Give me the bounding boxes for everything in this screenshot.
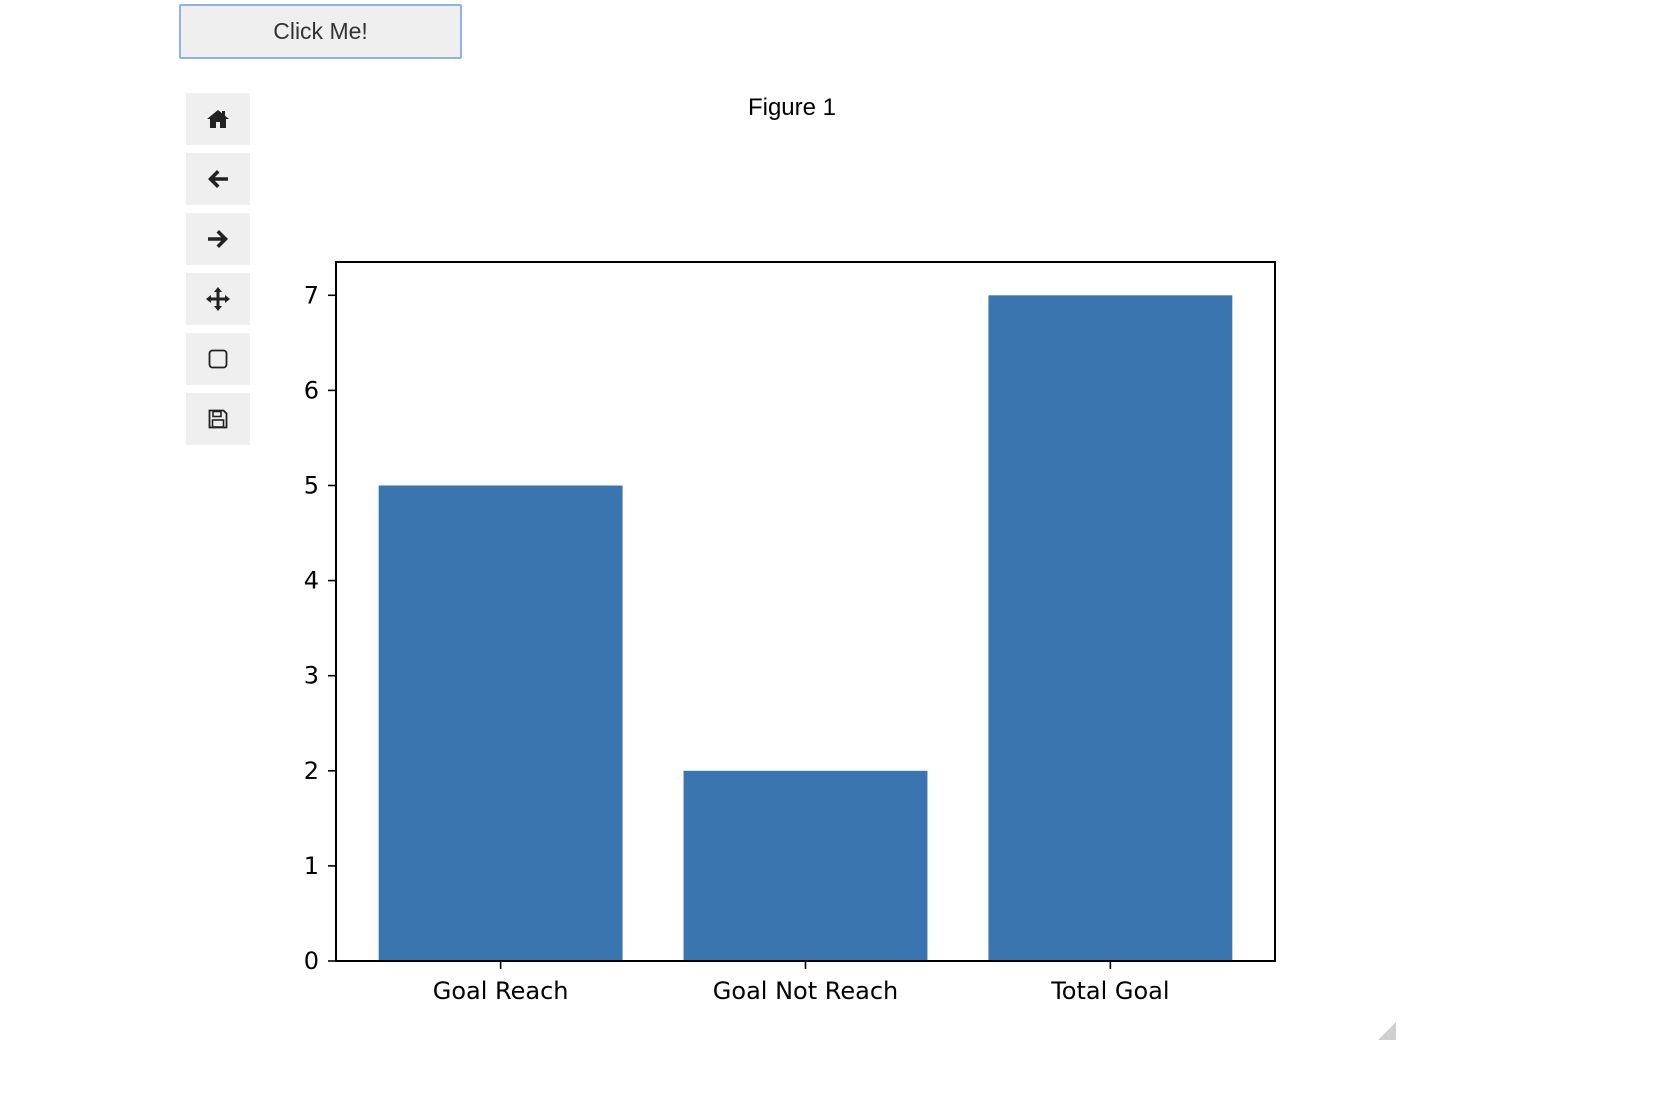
y-tick-label-2: 2 (304, 757, 319, 785)
y-tick-label-0: 0 (304, 947, 319, 975)
floppy-disk-icon (208, 409, 228, 429)
figure-title: Figure 1 (747, 94, 837, 121)
arrow-right-icon (208, 230, 228, 248)
pan-button[interactable] (186, 273, 250, 325)
home-button[interactable] (186, 93, 250, 145)
y-tick-label-1: 1 (304, 852, 319, 880)
bar-2 (988, 295, 1233, 961)
zoom-button[interactable] (186, 333, 250, 385)
bar-1 (683, 770, 928, 961)
x-tick-label-2: Total Goal (1050, 977, 1169, 1005)
y-tick-label-3: 3 (304, 662, 319, 690)
bar-0 (378, 485, 623, 961)
arrow-left-icon (208, 170, 228, 188)
resize-handle[interactable] (1378, 1022, 1396, 1040)
y-tick-label-6: 6 (304, 376, 319, 404)
forward-button[interactable] (186, 213, 250, 265)
save-button[interactable] (186, 393, 250, 445)
plot-toolbar (186, 93, 250, 453)
y-tick-label-5: 5 (304, 471, 319, 499)
x-tick-label-1: Goal Not Reach (713, 977, 898, 1005)
back-button[interactable] (186, 153, 250, 205)
y-tick-label-4: 4 (304, 567, 319, 595)
move-icon (206, 287, 230, 311)
home-icon (207, 110, 229, 128)
y-tick-label-7: 7 (304, 281, 319, 309)
x-tick-label-0: Goal Reach (433, 977, 569, 1005)
square-icon (208, 349, 228, 369)
click-me-button[interactable]: Click Me! (179, 4, 462, 59)
